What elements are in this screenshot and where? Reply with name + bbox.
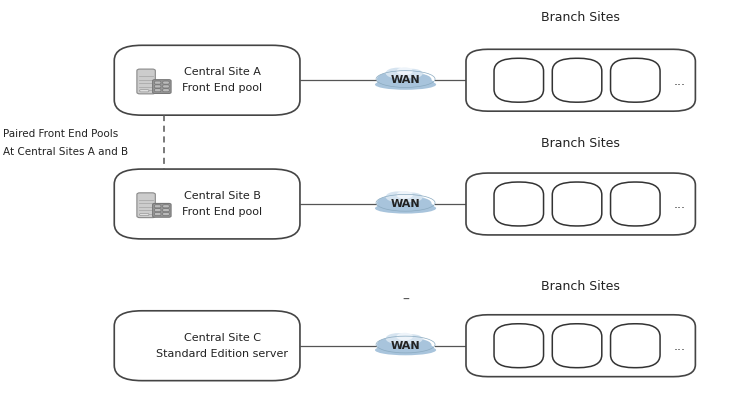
FancyBboxPatch shape bbox=[153, 204, 171, 218]
FancyBboxPatch shape bbox=[154, 213, 161, 216]
Text: ...: ... bbox=[673, 75, 686, 87]
Text: Branch Sites: Branch Sites bbox=[541, 136, 620, 149]
FancyBboxPatch shape bbox=[553, 182, 602, 227]
Ellipse shape bbox=[375, 345, 436, 355]
FancyBboxPatch shape bbox=[137, 70, 155, 95]
FancyBboxPatch shape bbox=[466, 315, 695, 377]
FancyBboxPatch shape bbox=[610, 59, 660, 103]
Ellipse shape bbox=[386, 333, 409, 344]
FancyBboxPatch shape bbox=[466, 50, 695, 112]
Ellipse shape bbox=[375, 204, 436, 214]
FancyBboxPatch shape bbox=[163, 213, 169, 216]
Ellipse shape bbox=[407, 340, 431, 351]
FancyBboxPatch shape bbox=[163, 89, 169, 93]
FancyBboxPatch shape bbox=[494, 59, 544, 103]
Ellipse shape bbox=[396, 333, 413, 340]
Ellipse shape bbox=[377, 339, 401, 350]
Ellipse shape bbox=[375, 80, 436, 91]
FancyBboxPatch shape bbox=[114, 170, 300, 239]
Text: At Central Sites A and B: At Central Sites A and B bbox=[3, 146, 128, 156]
Ellipse shape bbox=[379, 336, 428, 351]
FancyBboxPatch shape bbox=[610, 324, 660, 368]
FancyBboxPatch shape bbox=[154, 82, 161, 85]
FancyBboxPatch shape bbox=[154, 86, 161, 89]
Ellipse shape bbox=[379, 71, 428, 86]
Ellipse shape bbox=[401, 69, 423, 79]
Ellipse shape bbox=[386, 192, 409, 203]
Text: Front End pool: Front End pool bbox=[182, 83, 262, 93]
Text: WAN: WAN bbox=[391, 75, 420, 85]
Ellipse shape bbox=[396, 68, 413, 76]
Ellipse shape bbox=[407, 198, 431, 210]
Ellipse shape bbox=[377, 74, 401, 86]
Ellipse shape bbox=[401, 193, 423, 203]
Text: WAN: WAN bbox=[391, 340, 420, 350]
Text: Central Site C: Central Site C bbox=[183, 332, 260, 342]
Text: Standard Edition server: Standard Edition server bbox=[156, 348, 288, 358]
FancyBboxPatch shape bbox=[553, 59, 602, 103]
FancyBboxPatch shape bbox=[163, 82, 169, 85]
FancyBboxPatch shape bbox=[153, 81, 171, 94]
Text: –: – bbox=[402, 292, 409, 306]
Ellipse shape bbox=[377, 197, 401, 209]
Text: Central Site B: Central Site B bbox=[183, 191, 260, 201]
FancyBboxPatch shape bbox=[163, 205, 169, 209]
FancyBboxPatch shape bbox=[610, 182, 660, 227]
FancyBboxPatch shape bbox=[114, 46, 300, 116]
Ellipse shape bbox=[377, 77, 434, 90]
FancyBboxPatch shape bbox=[163, 209, 169, 212]
Text: Front End pool: Front End pool bbox=[182, 207, 262, 217]
FancyBboxPatch shape bbox=[154, 209, 161, 212]
FancyBboxPatch shape bbox=[466, 174, 695, 235]
Text: ...: ... bbox=[673, 198, 686, 211]
FancyBboxPatch shape bbox=[163, 86, 169, 89]
Text: WAN: WAN bbox=[391, 198, 420, 208]
FancyBboxPatch shape bbox=[140, 91, 149, 93]
Ellipse shape bbox=[401, 334, 423, 344]
FancyBboxPatch shape bbox=[494, 324, 544, 368]
Ellipse shape bbox=[396, 192, 413, 199]
FancyBboxPatch shape bbox=[114, 311, 300, 381]
FancyBboxPatch shape bbox=[140, 214, 149, 216]
FancyBboxPatch shape bbox=[137, 193, 155, 218]
FancyBboxPatch shape bbox=[154, 89, 161, 93]
FancyBboxPatch shape bbox=[553, 324, 602, 368]
Text: Branch Sites: Branch Sites bbox=[541, 279, 620, 293]
Text: Central Site A: Central Site A bbox=[183, 67, 260, 77]
Ellipse shape bbox=[407, 75, 431, 86]
Ellipse shape bbox=[377, 200, 434, 213]
Text: ...: ... bbox=[673, 339, 686, 352]
Ellipse shape bbox=[379, 194, 428, 210]
FancyBboxPatch shape bbox=[154, 205, 161, 209]
Ellipse shape bbox=[386, 69, 409, 79]
FancyBboxPatch shape bbox=[494, 182, 544, 227]
Text: Paired Front End Pools: Paired Front End Pools bbox=[3, 129, 118, 139]
Text: Branch Sites: Branch Sites bbox=[541, 11, 620, 24]
Ellipse shape bbox=[377, 342, 434, 354]
